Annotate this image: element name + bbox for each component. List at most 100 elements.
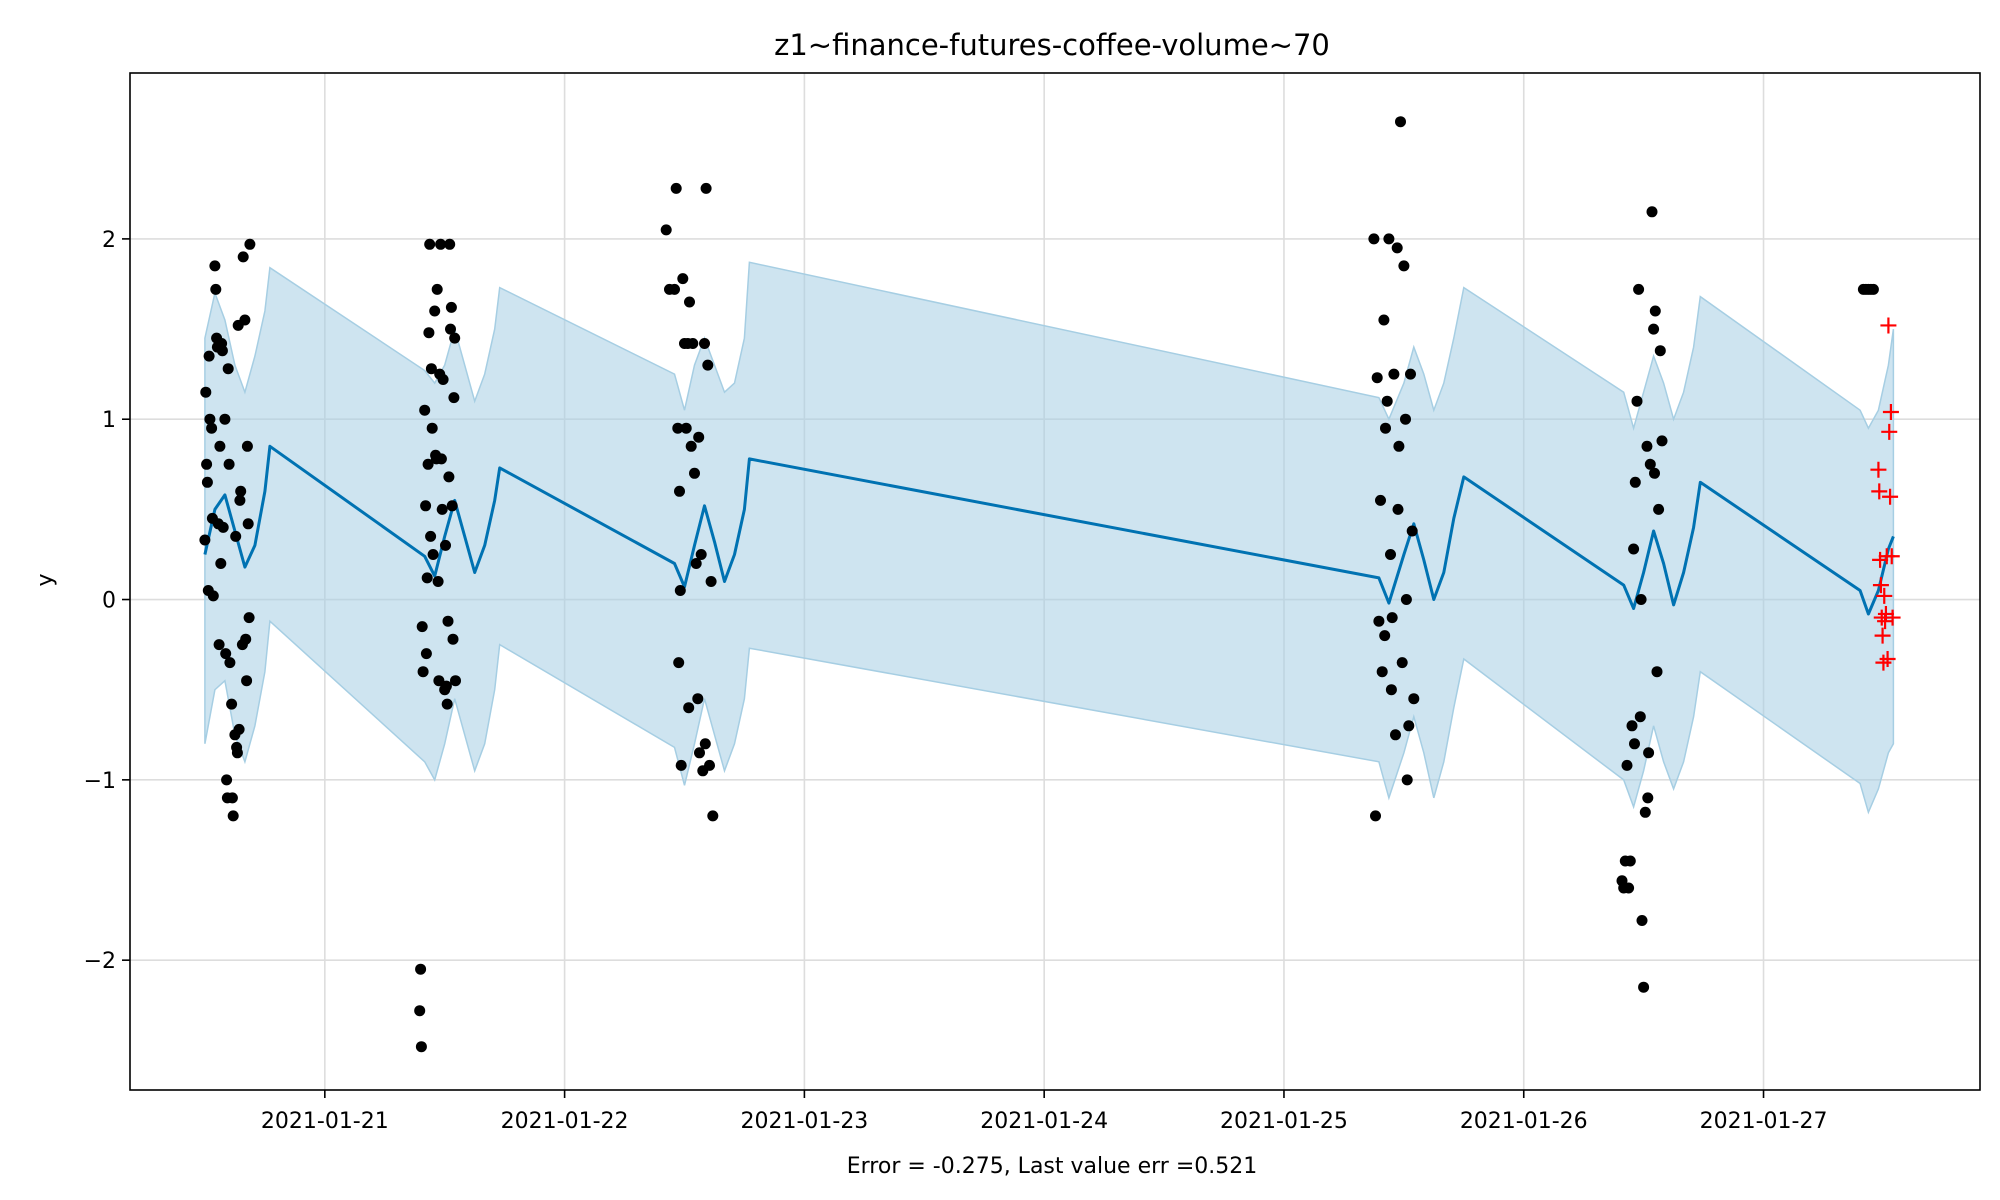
observed-point: [1373, 615, 1385, 627]
holdout-point: [1884, 609, 1901, 626]
observed-point: [226, 698, 238, 710]
holdout-point: [1875, 654, 1892, 671]
observed-point: [444, 238, 456, 250]
observed-point: [450, 675, 461, 687]
observed-point: [1629, 738, 1640, 750]
observed-point: [1368, 233, 1380, 245]
observed-point: [244, 238, 256, 250]
observed-point: [674, 585, 686, 596]
observed-point: [1623, 882, 1635, 894]
observed-point: [702, 359, 714, 371]
holdout-point: [1876, 587, 1893, 604]
observed-point: [1405, 368, 1416, 380]
observed-point: [1641, 440, 1653, 452]
observed-point: [699, 738, 711, 750]
x-axis-label: Error = -0.275, Last value err =0.521: [847, 1154, 1258, 1179]
holdout-point: [1872, 551, 1889, 568]
observed-point: [1656, 435, 1668, 447]
observed-points-layer: [199, 116, 1879, 1053]
observed-point: [660, 224, 672, 236]
observed-point: [1388, 368, 1400, 380]
observed-point: [692, 693, 704, 705]
observed-point: [684, 296, 695, 308]
uncertainty-band-layer: [204, 261, 1895, 815]
observed-point: [448, 392, 460, 404]
observed-point: [427, 549, 439, 560]
observed-point: [221, 774, 233, 786]
observed-point: [1378, 314, 1390, 326]
observed-point: [199, 534, 211, 546]
observed-point: [694, 747, 705, 759]
observed-point: [1629, 476, 1641, 488]
observed-point: [443, 471, 455, 483]
observed-point: [200, 386, 212, 398]
observed-point: [1383, 233, 1395, 245]
observed-point: [1390, 729, 1401, 741]
observed-point: [422, 458, 434, 470]
chart-title: z1~finance-futures-coffee-volume~70: [774, 28, 1330, 62]
observed-point: [417, 666, 429, 678]
observed-point: [230, 530, 242, 542]
observed-point: [442, 615, 454, 627]
observed-point: [1631, 395, 1643, 407]
observed-point: [1654, 345, 1666, 357]
observed-point: [425, 363, 437, 375]
observed-point: [690, 558, 702, 569]
observed-point: [707, 810, 719, 822]
x-tick-label: 2021-01-27: [1700, 1109, 1828, 1134]
observed-point: [683, 702, 695, 714]
observed-point: [695, 549, 707, 560]
observed-point: [240, 633, 252, 645]
forecast-line: [203, 444, 1895, 616]
observed-point: [213, 639, 225, 651]
y-tick-label: 2: [102, 228, 116, 253]
uncertainty-band: [204, 261, 1895, 815]
observed-point: [677, 273, 689, 285]
plot-frame: [129, 72, 1981, 1091]
observed-point: [415, 1041, 427, 1053]
observed-point: [201, 458, 213, 470]
observed-point: [1648, 323, 1660, 335]
observed-point: [685, 440, 697, 452]
observed-point: [214, 440, 226, 452]
observed-point: [1376, 666, 1388, 678]
observed-point: [445, 323, 456, 335]
observed-point: [436, 503, 448, 515]
observed-point: [233, 723, 245, 735]
observed-point: [1396, 657, 1408, 669]
observed-point: [223, 458, 235, 470]
observed-point: [1642, 792, 1654, 804]
observed-point: [693, 431, 705, 443]
y-axis-label: y: [33, 573, 58, 586]
observed-point: [1371, 372, 1383, 384]
observed-point: [429, 305, 441, 317]
observed-point: [1626, 720, 1638, 732]
holdout-point: [1871, 483, 1888, 500]
observed-point: [431, 283, 443, 295]
observed-point: [203, 350, 215, 362]
observed-point: [1375, 494, 1386, 506]
observed-point: [447, 633, 459, 645]
observed-point: [1634, 711, 1646, 723]
observed-point: [675, 759, 687, 771]
observed-point: [1633, 283, 1645, 295]
y-tick-label: 0: [102, 589, 116, 614]
observed-point: [680, 422, 692, 434]
observed-point: [226, 792, 238, 804]
observed-point: [1408, 693, 1420, 705]
observed-point: [446, 500, 458, 512]
holdout-point: [1880, 317, 1897, 334]
observed-point: [1380, 422, 1391, 434]
holdout-point: [1883, 548, 1900, 565]
observed-point: [1391, 242, 1403, 254]
observed-point: [1644, 458, 1656, 470]
observed-point: [206, 422, 218, 434]
observed-point: [234, 494, 246, 506]
observed-point: [432, 576, 444, 587]
holdout-points-layer: [1870, 317, 1901, 671]
observed-point: [1649, 467, 1660, 479]
observed-point: [1385, 684, 1397, 696]
observed-point: [1386, 612, 1398, 624]
observed-point: [1401, 774, 1413, 786]
x-tick-label: 2021-01-21: [261, 1109, 389, 1134]
